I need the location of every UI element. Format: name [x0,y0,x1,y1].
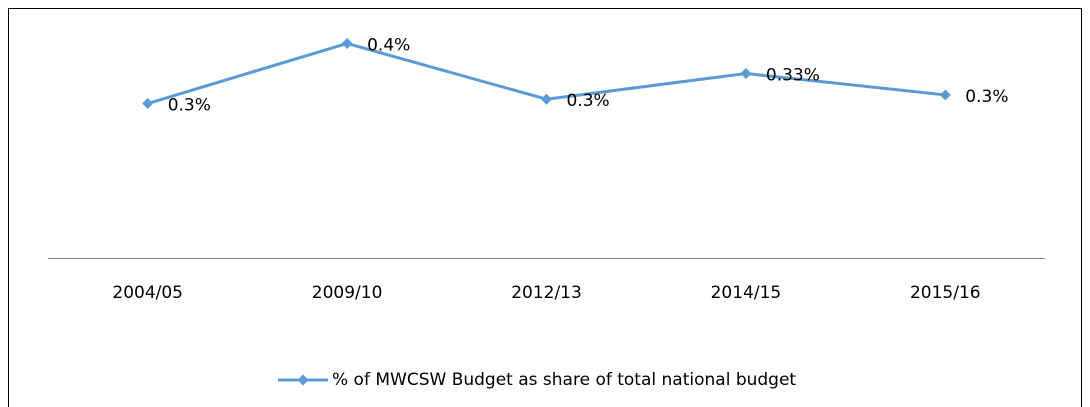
data-label: 0.33% [766,65,820,85]
legend-label: % of MWCSW Budget as share of total nati… [332,370,796,390]
data-label: 0.4% [367,35,410,55]
point-marker [939,89,951,101]
x-tick-label: 2004/05 [112,283,183,303]
point-marker [341,37,353,49]
point-marker [541,93,552,105]
point-marker [740,67,752,79]
data-label: 0.3% [567,91,610,111]
chart-frame [8,8,1082,407]
x-tick-label: 2012/13 [511,283,582,303]
point-marker [142,98,154,110]
data-label: 0.3% [965,87,1008,107]
x-tick-label: 2014/15 [711,283,782,303]
legend-marker [297,374,309,386]
x-tick-label: 2009/10 [312,283,383,303]
x-tick-label: 2015/16 [910,283,981,303]
data-label: 0.3% [168,96,211,116]
